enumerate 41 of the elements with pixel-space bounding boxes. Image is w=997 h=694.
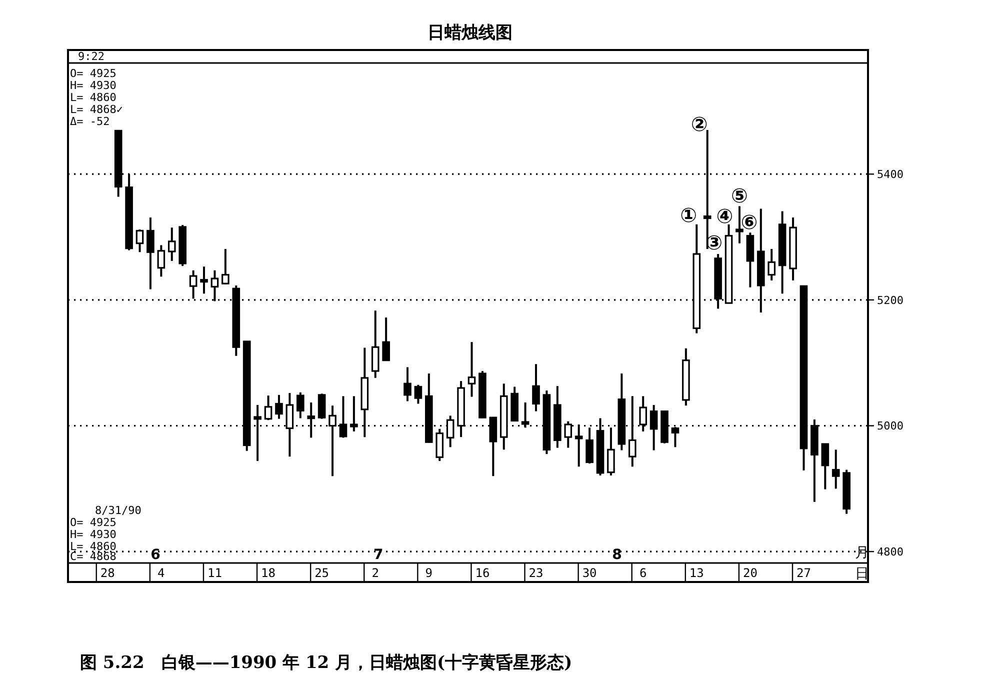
x-tick-label: 18	[261, 566, 276, 580]
x-tick-label: 9	[425, 566, 433, 580]
text: 日	[855, 566, 869, 582]
annotation: L= 4868✓	[70, 103, 123, 116]
annotation: ④	[716, 204, 734, 228]
x-tick-label: 25	[314, 566, 330, 580]
x-tick-label: 28	[100, 566, 115, 580]
y-tick-label: 4800	[877, 546, 904, 559]
annotation: L= 4860	[70, 91, 116, 104]
x-tick-label: 20	[742, 566, 758, 580]
annotation: 6	[150, 547, 160, 563]
x-tick-label: 30	[582, 566, 597, 580]
x-tick-label: 2	[372, 566, 379, 580]
x-tick-label: 23	[528, 566, 544, 580]
y-tick-label: 5200	[877, 294, 904, 307]
annotation: H= 4930	[70, 528, 116, 541]
annotation: 8/31/90	[95, 504, 142, 517]
annotation: O= 4925	[70, 67, 116, 80]
annotation: 8	[612, 547, 622, 563]
x-tick-label: 4	[158, 566, 165, 580]
text: 9:22	[78, 50, 104, 63]
y-tick-label: 5400	[877, 168, 904, 182]
caption: 图 5.22 白银——1990 年 12 月，日蜡烛图(十字黄昏星形态)	[80, 653, 572, 673]
x-tick-label: 6	[639, 566, 647, 580]
annotation: ⑥	[740, 210, 758, 234]
text: 月	[855, 545, 869, 561]
x-tick-label: 11	[207, 566, 222, 580]
annotation: L= 4860	[70, 540, 116, 553]
y-tick-label: 5000	[877, 420, 904, 433]
annotation: Δ= -52	[70, 115, 110, 128]
annotation: ①	[680, 202, 698, 227]
x-tick-label: 27	[796, 566, 811, 580]
annotation: O= 4925	[70, 516, 116, 529]
annotation: H= 4930	[70, 79, 116, 92]
annotation: C= 4868	[70, 550, 116, 563]
annotation: ②	[690, 112, 708, 136]
x-tick-label: 13	[689, 566, 704, 580]
x-tick-label: 16	[475, 566, 490, 580]
annotation: 7	[373, 547, 384, 563]
chart-title: 日蜡烛线图	[428, 23, 512, 43]
annotation: ⑤	[731, 183, 748, 208]
